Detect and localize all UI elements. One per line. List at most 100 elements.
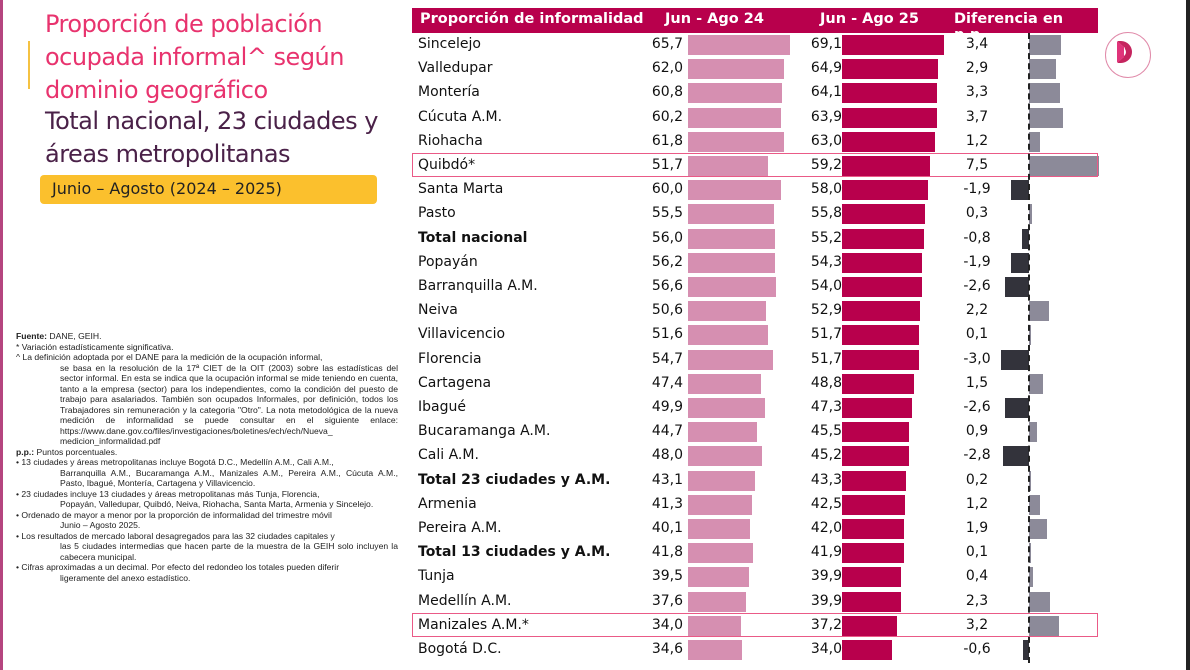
region-name: Neiva bbox=[418, 302, 458, 319]
bar-diff bbox=[1029, 83, 1060, 104]
bar-diff bbox=[1011, 180, 1029, 201]
value-2024: 65,7 bbox=[651, 36, 683, 52]
value-diff: 3,2 bbox=[965, 616, 989, 633]
bar-diff bbox=[1021, 228, 1029, 249]
value-2025: 51,7 bbox=[810, 350, 842, 367]
value-diff: 2,3 bbox=[965, 592, 989, 609]
bar-diff bbox=[1029, 373, 1043, 394]
period-label: Junio – Agosto (2024 – 2025) bbox=[52, 179, 282, 198]
bar-2024 bbox=[688, 494, 752, 515]
bar-2025 bbox=[842, 180, 928, 201]
bar-2025 bbox=[842, 398, 912, 418]
table-row: Total nacional 56,0 55,2 -0,8 bbox=[412, 227, 1098, 251]
table-row: Cartagena 47,4 48,8 1,5 bbox=[412, 372, 1098, 396]
value-2025: 59,2 bbox=[810, 157, 842, 173]
region-name: Total nacional bbox=[418, 229, 528, 246]
value-diff: 2,9 bbox=[965, 60, 989, 77]
region-name: Quibdó* bbox=[418, 157, 476, 173]
value-diff: 1,2 bbox=[965, 495, 989, 512]
value-diff: -0,8 bbox=[963, 229, 991, 246]
value-diff: -1,9 bbox=[963, 253, 991, 270]
bar-2024 bbox=[688, 180, 781, 201]
region-name: Florencia bbox=[418, 350, 482, 367]
region-name: Manizales A.M.* bbox=[418, 616, 529, 633]
note-source: Fuente: DANE, GEIH. bbox=[16, 331, 398, 342]
bar-2024 bbox=[688, 422, 758, 443]
bar-2024 bbox=[688, 640, 742, 660]
value-diff: -1,9 bbox=[963, 181, 991, 198]
bar-2024 bbox=[688, 107, 782, 128]
bar-2024 bbox=[688, 398, 766, 418]
header-diff: Diferencia en p.p. bbox=[954, 11, 1064, 43]
note-results-rest: las 5 ciudades intermedias que hacen par… bbox=[60, 541, 398, 562]
value-2024: 49,9 bbox=[651, 399, 683, 415]
note-source-label: Fuente: bbox=[16, 331, 48, 341]
bar-diff bbox=[1011, 252, 1029, 273]
table-row: Bogotá D.C. 34,6 34,0 -0,6 bbox=[412, 638, 1098, 662]
value-2025: 39,9 bbox=[810, 568, 842, 585]
value-diff: -2,6 bbox=[963, 399, 991, 415]
value-2025: 54,0 bbox=[810, 278, 842, 294]
bar-2025 bbox=[842, 349, 919, 370]
note-order-first: • Ordenado de mayor a menor por la propo… bbox=[16, 509, 332, 520]
diff-zero-axis bbox=[1028, 33, 1030, 663]
value-2025: 58,0 bbox=[810, 181, 842, 198]
note-pp: p.p.: Puntos porcentuales. bbox=[16, 447, 398, 458]
value-2024: 61,8 bbox=[651, 132, 683, 149]
bar-2024 bbox=[688, 349, 773, 370]
note-pp-label: p.p.: bbox=[16, 446, 35, 457]
note-order-rest: Junio – Agosto 2025. bbox=[60, 520, 141, 530]
value-2025: 41,9 bbox=[810, 544, 842, 561]
value-diff: -0,6 bbox=[963, 641, 991, 657]
bar-diff bbox=[1029, 615, 1059, 636]
bar-2025 bbox=[842, 470, 907, 491]
table-row: Sincelejo 65,7 69,1 3,4 bbox=[412, 33, 1098, 57]
note-caret-rest: se basa en la resolución de la 17ª CIET … bbox=[60, 362, 398, 447]
note-pp-text: Puntos porcentuales. bbox=[34, 446, 118, 457]
value-diff: 0,3 bbox=[965, 205, 989, 222]
table-row: Armenia 41,3 42,5 1,2 bbox=[412, 493, 1098, 517]
note-source-text: DANE, GEIH. bbox=[47, 331, 102, 341]
header-2024: Jun - Ago 24 bbox=[665, 11, 764, 27]
region-name: Santa Marta bbox=[418, 181, 504, 198]
value-diff: 1,2 bbox=[965, 132, 989, 149]
note-23-first: • 23 ciudades incluye 13 ciudades y área… bbox=[16, 488, 320, 499]
region-name: Barranquilla A.M. bbox=[418, 278, 538, 294]
value-2024: 51,7 bbox=[651, 157, 683, 173]
value-diff: 0,4 bbox=[965, 568, 989, 585]
value-2024: 39,5 bbox=[651, 568, 683, 585]
value-2024: 48,0 bbox=[651, 447, 683, 464]
right-edge bbox=[1186, 0, 1190, 670]
value-2024: 34,0 bbox=[651, 616, 683, 633]
value-2025: 39,9 bbox=[810, 592, 842, 609]
value-2024: 55,5 bbox=[651, 205, 683, 222]
region-name: Cali A.M. bbox=[418, 447, 479, 464]
bar-2024 bbox=[688, 35, 790, 55]
value-2025: 64,1 bbox=[810, 84, 842, 101]
value-2025: 45,5 bbox=[810, 423, 842, 440]
value-2024: 41,8 bbox=[651, 544, 683, 561]
value-2025: 37,2 bbox=[810, 616, 842, 633]
table-row: Ibagué 49,9 47,3 -2,6 bbox=[412, 396, 1098, 420]
note-round-rest: ligeramente del anexo estadístico. bbox=[60, 572, 191, 583]
table-row: Cali A.M. 48,0 45,2 -2,8 bbox=[412, 444, 1098, 468]
bar-diff bbox=[1004, 277, 1029, 297]
value-diff: -2,6 bbox=[963, 278, 991, 294]
bar-2024 bbox=[688, 591, 747, 612]
value-2025: 55,8 bbox=[810, 205, 842, 222]
bar-2024 bbox=[688, 277, 776, 297]
note-results-first: • Los resultados de mercado laboral desa… bbox=[16, 530, 335, 541]
bar-2025 bbox=[842, 156, 930, 176]
bar-2024 bbox=[688, 567, 750, 588]
left-border bbox=[0, 0, 3, 670]
table-row: Santa Marta 60,0 58,0 -1,9 bbox=[412, 178, 1098, 202]
table-row: Pereira A.M. 40,1 42,0 1,9 bbox=[412, 517, 1098, 541]
note-round-first: • Cifras aproximadas a un decimal. Por e… bbox=[16, 562, 340, 572]
footnotes: Fuente: DANE, GEIH. * Variación estadíst… bbox=[16, 331, 398, 583]
value-2025: 51,7 bbox=[810, 326, 842, 343]
bar-2025 bbox=[842, 277, 922, 297]
bar-2024 bbox=[688, 204, 775, 225]
value-diff: 3,4 bbox=[965, 36, 989, 52]
bar-2025 bbox=[842, 301, 921, 322]
value-diff: 1,5 bbox=[965, 374, 989, 391]
